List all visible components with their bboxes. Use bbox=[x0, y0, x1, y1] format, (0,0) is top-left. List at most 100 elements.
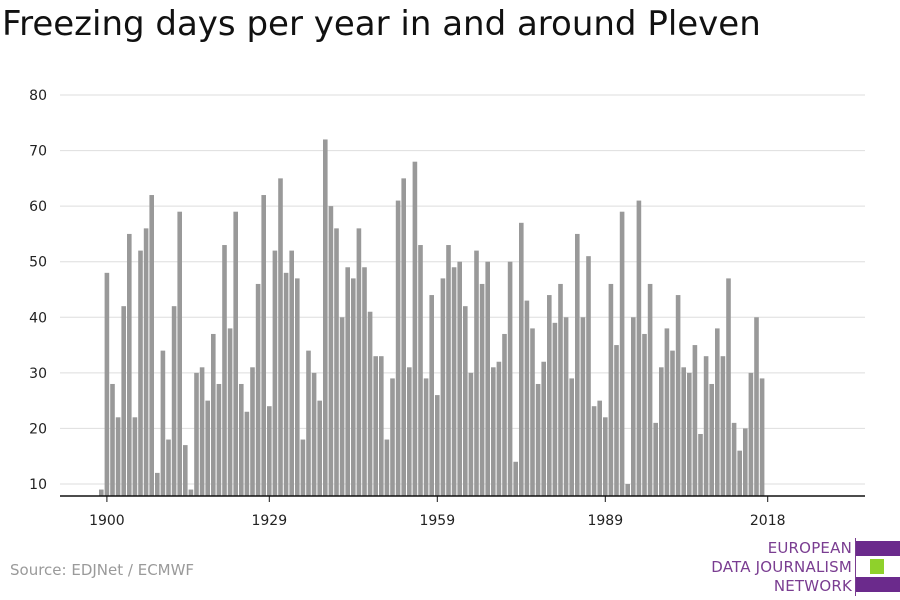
bar-2008 bbox=[709, 383, 714, 496]
logo-bar-1 bbox=[856, 541, 900, 556]
bar-1901 bbox=[110, 383, 115, 496]
bar-1950 bbox=[384, 439, 390, 496]
bar-1959 bbox=[435, 395, 440, 496]
bar-1991 bbox=[614, 345, 619, 496]
bar-1934 bbox=[295, 278, 300, 496]
bar-1943 bbox=[345, 267, 350, 496]
x-tick-label: 1929 bbox=[251, 513, 287, 529]
bar-1997 bbox=[647, 283, 653, 496]
bar-1952 bbox=[395, 200, 401, 496]
bar-1960 bbox=[440, 278, 446, 496]
bar-2012 bbox=[731, 422, 737, 496]
bar-1976 bbox=[530, 328, 535, 496]
bar-1931 bbox=[278, 178, 283, 497]
y-tick-label: 70 bbox=[29, 144, 47, 160]
bar-1980 bbox=[552, 322, 558, 496]
bar-2004 bbox=[687, 372, 692, 496]
bar-1924 bbox=[239, 383, 244, 496]
bar-1913 bbox=[177, 211, 182, 496]
bar-2002 bbox=[675, 295, 681, 496]
bar-1927 bbox=[255, 283, 261, 496]
bar-1992 bbox=[619, 211, 625, 496]
bar-2005 bbox=[692, 345, 698, 496]
bar-1981 bbox=[558, 283, 563, 496]
bar-1915 bbox=[188, 489, 194, 496]
bar-1929 bbox=[267, 406, 272, 496]
bar-1965 bbox=[468, 372, 474, 496]
bar-1947 bbox=[367, 311, 373, 496]
bar-1923 bbox=[233, 211, 238, 496]
bar-1926 bbox=[250, 367, 255, 496]
bar-1946 bbox=[362, 267, 367, 496]
bars bbox=[99, 139, 765, 497]
bar-1925 bbox=[244, 411, 250, 496]
x-tick-label: 2018 bbox=[750, 513, 786, 529]
bar-1919 bbox=[211, 333, 216, 496]
logo-line-1: EUROPEAN bbox=[767, 539, 852, 557]
bar-1967 bbox=[479, 283, 485, 496]
bar-chart: 10 20 30 40 50 60 70 80 1900 1929 1959 1989 2018 bbox=[29, 88, 865, 529]
bar-1930 bbox=[272, 250, 278, 496]
bar-1912 bbox=[171, 306, 177, 496]
bar-2013 bbox=[737, 450, 742, 496]
bar-1966 bbox=[474, 250, 479, 496]
bar-1904 bbox=[127, 233, 132, 496]
bar-2001 bbox=[670, 350, 675, 496]
bar-1999 bbox=[659, 367, 664, 496]
bar-1949 bbox=[379, 356, 384, 496]
bar-1944 bbox=[351, 278, 356, 496]
bar-1900 bbox=[104, 272, 110, 496]
bar-1914 bbox=[183, 445, 188, 496]
bar-1986 bbox=[586, 256, 591, 496]
bar-1918 bbox=[205, 400, 210, 496]
bar-1909 bbox=[155, 472, 160, 496]
bar-1945 bbox=[356, 228, 362, 496]
bar-1987 bbox=[591, 406, 597, 496]
bar-1956 bbox=[418, 245, 423, 496]
bar-1971 bbox=[502, 333, 507, 496]
logo-line-2: DATA JOURNALISM bbox=[711, 558, 852, 576]
bar-1979 bbox=[547, 295, 552, 496]
y-tick-label: 30 bbox=[29, 366, 47, 382]
bar-2015 bbox=[748, 372, 754, 496]
bar-2006 bbox=[698, 433, 703, 496]
bar-1922 bbox=[227, 328, 233, 496]
bar-1994 bbox=[631, 317, 636, 496]
bar-1968 bbox=[485, 261, 490, 496]
bar-1998 bbox=[653, 422, 658, 496]
bar-1937 bbox=[311, 372, 317, 496]
bar-2011 bbox=[726, 278, 731, 496]
bar-1907 bbox=[143, 228, 149, 496]
bar-1939 bbox=[323, 139, 328, 496]
y-tick-label: 20 bbox=[29, 421, 47, 437]
bar-1995 bbox=[636, 200, 642, 496]
edjnet-logo: EUROPEAN DATA JOURNALISM NETWORK bbox=[700, 538, 900, 596]
bar-1988 bbox=[597, 400, 602, 496]
bar-1990 bbox=[608, 283, 614, 496]
bar-2007 bbox=[703, 356, 709, 496]
bar-1961 bbox=[446, 245, 451, 496]
bar-1970 bbox=[496, 361, 502, 496]
logo-divider bbox=[855, 538, 856, 596]
logo-line-3: NETWORK bbox=[773, 577, 852, 595]
bar-1977 bbox=[535, 383, 541, 496]
x-tick-label: 1959 bbox=[419, 513, 455, 529]
bar-1928 bbox=[261, 195, 266, 496]
bar-1958 bbox=[429, 295, 434, 496]
bar-1899 bbox=[99, 489, 104, 496]
bar-1932 bbox=[283, 272, 289, 496]
y-tick-label: 60 bbox=[29, 199, 47, 215]
bar-1916 bbox=[194, 372, 199, 496]
bar-1905 bbox=[132, 417, 138, 496]
bar-1983 bbox=[569, 378, 574, 496]
bar-2017 bbox=[759, 378, 765, 496]
y-tick-label: 50 bbox=[29, 255, 47, 271]
y-tick-label: 40 bbox=[29, 310, 47, 326]
x-tick-label: 1900 bbox=[89, 513, 125, 529]
logo-bar-2 bbox=[870, 559, 884, 574]
bar-1957 bbox=[423, 378, 429, 496]
bar-1936 bbox=[306, 350, 311, 496]
grid-lines bbox=[60, 94, 865, 485]
bar-1938 bbox=[317, 400, 322, 496]
bar-1974 bbox=[519, 222, 524, 496]
